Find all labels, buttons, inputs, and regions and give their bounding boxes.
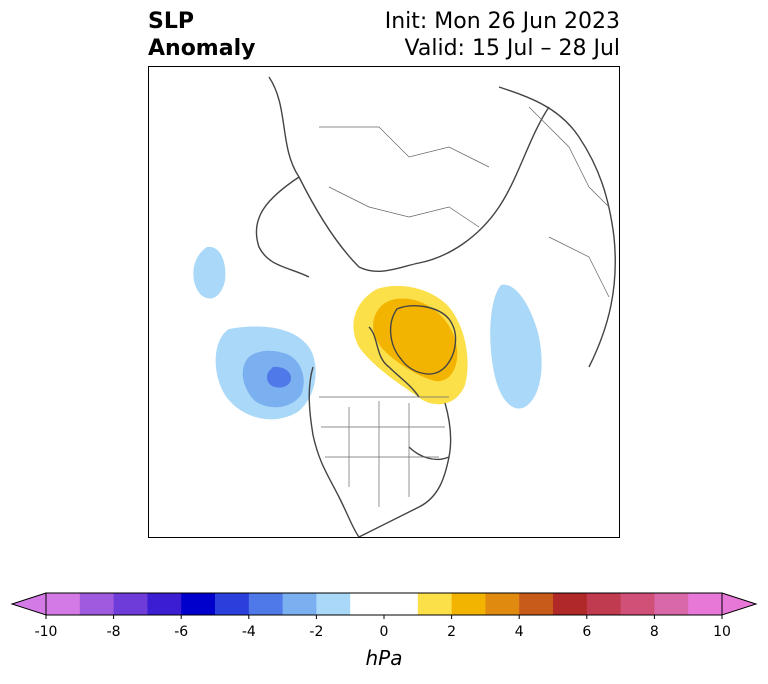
- colorbar-swatch: [181, 593, 216, 615]
- colorbar-tick-label: -6: [174, 624, 189, 640]
- colorbar-swatch: [46, 593, 81, 615]
- colorbar-tick-label: 4: [514, 624, 524, 640]
- colorbar-swatch: [586, 593, 622, 615]
- colorbar-swatch: [282, 593, 317, 615]
- anomaly-low-atlantic: [490, 284, 542, 409]
- colorbar-tick-label: -10: [34, 624, 58, 640]
- anomaly-high-inner: [373, 298, 458, 382]
- colorbar-extend-high: [721, 592, 758, 616]
- colorbar-swatch: [519, 593, 554, 615]
- polar-map: [193, 76, 616, 537]
- anomaly-low-small: [193, 246, 226, 299]
- colorbar-tick-label: 6: [582, 624, 592, 640]
- colorbar-ticks: -10 -8 -6 -4 -2 0 2 4 6 8 10: [0, 624, 768, 644]
- colorbar-swatch: [147, 593, 182, 615]
- colorbar-tick-label: -4: [241, 624, 256, 640]
- political-borders: [319, 106, 610, 507]
- colorbar-swatch: [553, 593, 588, 615]
- colorbar-swatch: [417, 593, 453, 615]
- colorbar-tick-label: 10: [713, 624, 731, 640]
- colorbar-swatch: [248, 593, 284, 615]
- colorbar-extend-low: [10, 592, 47, 616]
- colorbar-tick-label: -2: [309, 624, 324, 640]
- valid-range: Valid: 15 Jul – 28 Jul: [404, 36, 620, 61]
- forecast-dates: Init: Mon 26 Jun 2023 Valid: 15 Jul – 28…: [385, 8, 620, 62]
- colorbar-swatch: [113, 593, 148, 615]
- colorbar-swatch: [316, 593, 351, 615]
- colorbar-swatch: [688, 593, 723, 615]
- title-line-1: SLP: [148, 9, 194, 34]
- title-line-2: Anomaly: [148, 36, 256, 61]
- colorbar-swatch: [620, 593, 655, 615]
- colorbar-tick-label: 8: [649, 624, 659, 640]
- colorbar-swatch: [654, 593, 689, 615]
- colorbar-swatch: [485, 593, 520, 615]
- colorbar: [10, 592, 758, 619]
- colorbar-swatch: [451, 593, 486, 615]
- init-date: Init: Mon 26 Jun 2023: [384, 9, 620, 34]
- colorbar-swatch: [384, 593, 419, 615]
- colorbar-swatch: [350, 593, 385, 615]
- colorbar-tick-label: -8: [106, 624, 121, 640]
- colorbar-swatch: [215, 593, 250, 615]
- map-title: SLP Anomaly: [148, 8, 255, 62]
- coastlines: [255, 76, 616, 537]
- anomaly-low-core: [267, 366, 291, 388]
- map-panel: [148, 66, 620, 538]
- colorbar-unit: hPa: [365, 646, 403, 670]
- colorbar-swatch: [79, 593, 115, 615]
- colorbar-tick-label: 0: [379, 624, 389, 640]
- colorbar-tick-label: 2: [447, 624, 457, 640]
